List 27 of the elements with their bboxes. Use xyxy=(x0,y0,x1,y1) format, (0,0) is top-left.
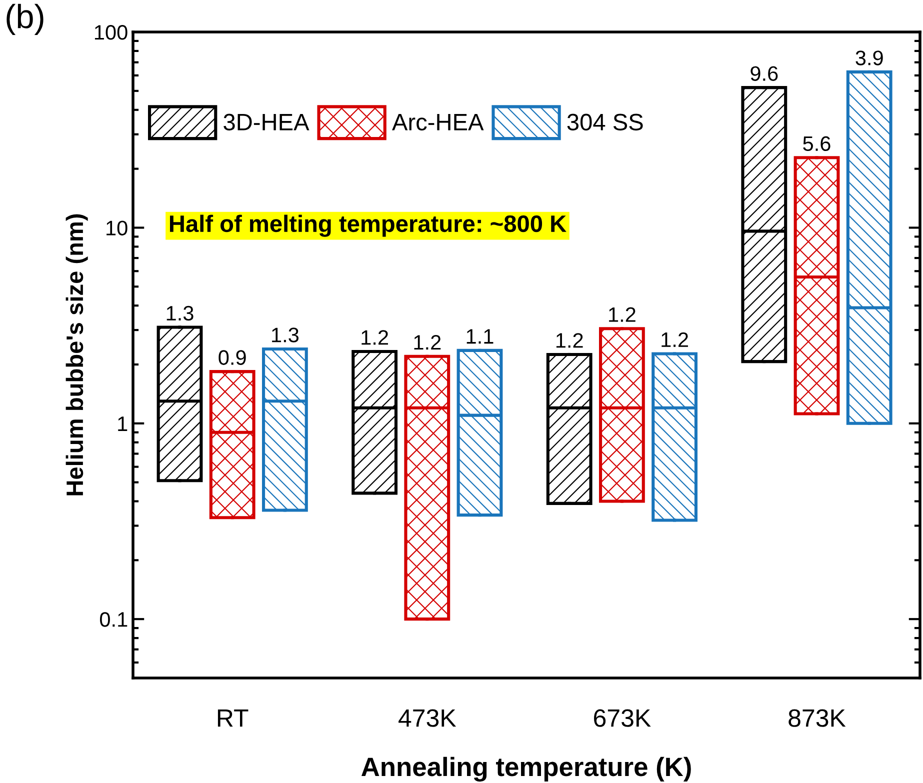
x-tick-label: RT xyxy=(218,709,248,727)
text: 1.2 xyxy=(609,307,636,322)
text: 1.2 xyxy=(556,333,583,348)
text: 1.2 xyxy=(662,332,688,347)
x-axis-title: Annealing temperature (K) xyxy=(361,756,691,782)
y-tick-label: 100 xyxy=(94,25,128,40)
y-tick-label: 1 xyxy=(118,416,128,431)
text: 1.3 xyxy=(166,306,194,321)
legend-label: Arc-HEA xyxy=(392,114,484,131)
y-tick-label: 0.1 xyxy=(100,612,128,627)
legend-label: 3D-HEA xyxy=(224,114,310,131)
text: 9.6 xyxy=(750,66,778,81)
x-tick-label: 473K xyxy=(398,709,456,727)
text: 1.2 xyxy=(414,335,441,350)
y-axis-title: Helium bubbe's size (nm) xyxy=(66,214,88,496)
annotation: Half of melting temperature: ~800 K xyxy=(170,214,566,237)
x-tick-label: 673K xyxy=(594,709,651,727)
text: 1.2 xyxy=(362,330,388,345)
text: (b) xyxy=(6,4,44,35)
text: 3.9 xyxy=(856,50,883,66)
y-tick-label: 10 xyxy=(106,220,128,236)
text: 5.6 xyxy=(803,136,830,152)
text: 0.9 xyxy=(218,350,246,365)
legend-label: 304 SS xyxy=(567,114,643,131)
text: 1.1 xyxy=(466,329,494,344)
text: 1.3 xyxy=(272,328,299,342)
x-tick-label: 873K xyxy=(788,709,846,727)
